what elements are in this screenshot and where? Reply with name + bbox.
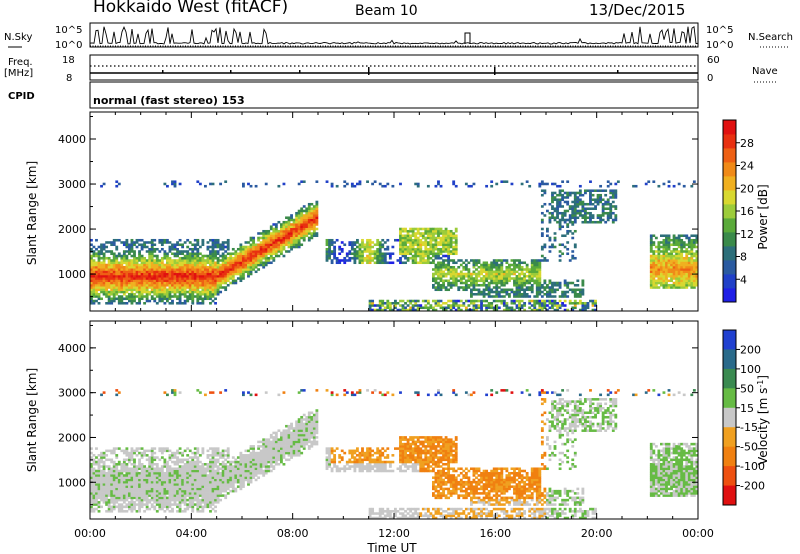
y-tick-label-0: 1000 bbox=[58, 476, 86, 489]
x-tick-label-6: 00:00 bbox=[682, 527, 714, 540]
noise-panel: N.Sky 10^5 10^0 10^5 10^0 N.Search bbox=[4, 22, 793, 51]
velocity-cbar-tick-0: 200 bbox=[740, 343, 761, 356]
velocity-cbar-label: Velocity [m s-1] bbox=[756, 375, 770, 465]
y-tick-label-2: 3000 bbox=[58, 178, 86, 191]
x-tick-label-4: 16:00 bbox=[479, 527, 511, 540]
power-cbar-tick-2: 12 bbox=[740, 228, 754, 241]
velocity-ylabel: Slant Range [km] bbox=[25, 368, 39, 472]
power-cbar-tick-4: 20 bbox=[740, 182, 754, 195]
velocity-cbar-label-sup: -1 bbox=[756, 380, 765, 388]
velocity-cbar-label-end: ] bbox=[756, 375, 770, 380]
x-tick-label-5: 20:00 bbox=[581, 527, 613, 540]
y-tick-label-2: 3000 bbox=[58, 387, 86, 400]
nave-tick-bottom: 0 bbox=[707, 73, 713, 84]
nave-label: Nave bbox=[752, 66, 778, 77]
power-colorbar: 4 8 12 16 20 24 28 bbox=[722, 119, 754, 303]
power-cbar-tick-5: 24 bbox=[740, 160, 754, 173]
freq-tick-bottom: 8 bbox=[66, 73, 72, 84]
power-panel: 1000 2000 3000 4000 Slant Range [km] 4 8 12 16… bbox=[25, 111, 770, 312]
velocity-cbar-tick-4: -15 bbox=[740, 421, 758, 434]
power-cbar-label: Power [dB] bbox=[756, 184, 770, 249]
y-tick-label-0: 1000 bbox=[58, 268, 86, 281]
x-axis-label: Time UT bbox=[366, 541, 417, 554]
cpid-text: normal (fast stereo) 153 bbox=[93, 94, 245, 107]
power-echoes bbox=[90, 180, 699, 312]
velocity-colorbar: 200 100 50 15 -15 -50 -100 -200 bbox=[722, 329, 765, 506]
freq-label-line2: [MHz] bbox=[4, 68, 33, 79]
y-tick-label-1: 2000 bbox=[58, 223, 86, 236]
noise-tick-left-top: 10^5 bbox=[55, 25, 82, 36]
noise-tick-left-bottom: 10^0 bbox=[55, 40, 82, 51]
power-cbar-tick-6: 28 bbox=[740, 137, 754, 150]
noise-tick-right-bottom: 10^0 bbox=[706, 40, 733, 51]
y-tick-label-3: 4000 bbox=[58, 133, 86, 146]
power-cbar-tick-3: 16 bbox=[740, 205, 754, 218]
power-ylabel: Slant Range [km] bbox=[25, 161, 39, 265]
freq-glitch-marks bbox=[162, 67, 619, 75]
x-tick-label-2: 08:00 bbox=[277, 527, 309, 540]
velocity-cbar-tick-3: 15 bbox=[740, 402, 754, 415]
cpid-panel: CPID normal (fast stereo) 153 bbox=[8, 81, 699, 109]
noise-search-label: N.Search bbox=[748, 32, 793, 43]
x-tick-label-1: 04:00 bbox=[175, 527, 207, 540]
x-tick-label-0: 00:00 bbox=[74, 527, 106, 540]
velocity-echoes bbox=[90, 389, 699, 520]
velocity-cbar-tick-2: 50 bbox=[740, 382, 754, 395]
y-tick-label-3: 4000 bbox=[58, 342, 86, 355]
date-label: 13/Dec/2015 bbox=[589, 1, 685, 19]
velocity-y-ticks: 1000 2000 3000 4000 bbox=[58, 324, 698, 506]
power-cbar-tick-0: 4 bbox=[740, 273, 747, 286]
noise-tick-right-top: 10^5 bbox=[706, 25, 733, 36]
velocity-cbar-tick-7: -200 bbox=[740, 480, 765, 493]
velocity-cbar-tick-1: 100 bbox=[740, 363, 761, 376]
velocity-panel: 1000 2000 3000 4000 00:00 04:00 08:00 12:00 16:… bbox=[25, 112, 770, 554]
freq-panel: Freq. [MHz] 18 8 60 0 Nave bbox=[4, 54, 778, 84]
plot-title: Hokkaido West (fitACF) bbox=[93, 0, 288, 17]
velocity-cbar-label-main: Velocity [m s bbox=[756, 388, 770, 465]
velocity-x-ticks: 00:00 04:00 08:00 12:00 16:00 20:00 00:00 bbox=[74, 112, 714, 540]
nave-tick-top: 60 bbox=[707, 55, 720, 66]
velocity-cbar-tick-5: -50 bbox=[740, 441, 758, 454]
noise-sky-label: N.Sky bbox=[4, 32, 32, 43]
x-tick-label-3: 12:00 bbox=[378, 527, 410, 540]
power-cbar-tick-1: 8 bbox=[740, 251, 747, 264]
y-tick-label-1: 2000 bbox=[58, 431, 86, 444]
freq-tick-top: 18 bbox=[62, 55, 75, 66]
velocity-cbar-tick-6: -100 bbox=[740, 460, 765, 473]
freq-label-line1: Freq. bbox=[8, 57, 33, 68]
power-y-ticks: 1000 2000 3000 4000 bbox=[58, 116, 698, 298]
beam-label: Beam 10 bbox=[355, 3, 418, 19]
cpid-label: CPID bbox=[8, 91, 35, 102]
noise-sky-line bbox=[89, 26, 699, 45]
